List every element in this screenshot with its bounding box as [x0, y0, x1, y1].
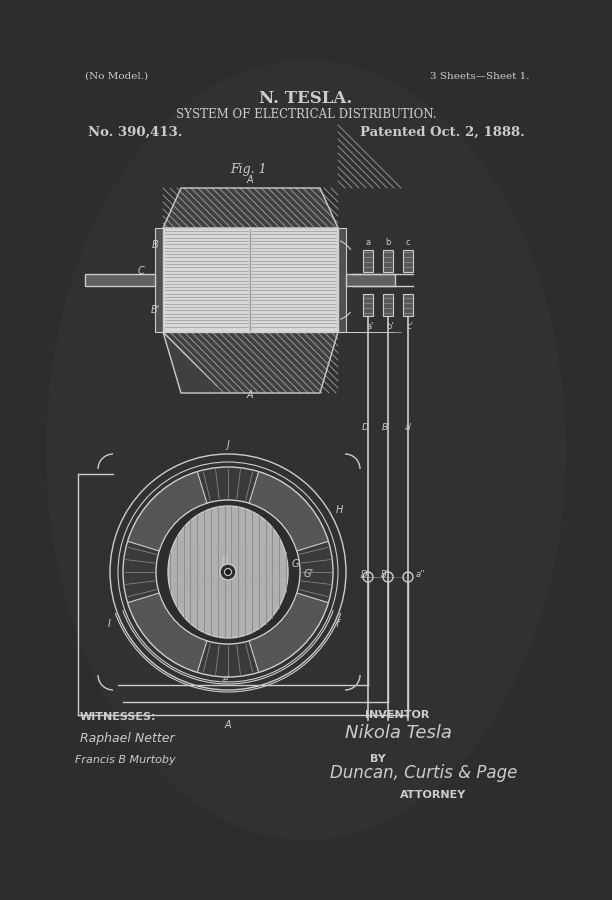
Text: a'': a'' [416, 570, 425, 579]
Polygon shape [163, 188, 338, 228]
Text: G': G' [304, 569, 314, 579]
Polygon shape [127, 472, 207, 551]
Text: a': a' [405, 423, 413, 432]
Circle shape [156, 500, 300, 644]
Text: SYSTEM OF ELECTRICAL DISTRIBUTION.: SYSTEM OF ELECTRICAL DISTRIBUTION. [176, 108, 436, 121]
Text: C: C [138, 266, 145, 276]
Text: f: f [335, 619, 338, 629]
Text: B': B' [151, 305, 160, 315]
Text: No. 390,413.: No. 390,413. [88, 126, 182, 139]
Bar [383, 250, 393, 272]
Polygon shape [163, 332, 338, 393]
Bar [403, 294, 413, 316]
Text: B: B [222, 556, 229, 566]
Text: WITNESSES:: WITNESSES: [80, 712, 157, 722]
Text: I: I [108, 619, 111, 629]
Bar [338, 228, 346, 332]
Text: ATTORNEY: ATTORNEY [400, 790, 466, 800]
Polygon shape [127, 593, 207, 672]
Text: B': B' [381, 570, 389, 579]
Text: a': a' [367, 322, 374, 331]
Text: e': e' [223, 675, 230, 684]
Text: Nikola Tesla: Nikola Tesla [345, 724, 452, 742]
Text: D': D' [361, 570, 370, 579]
Text: 3 Sheets—Sheet 1.: 3 Sheets—Sheet 1. [430, 72, 529, 81]
Text: B': B' [382, 423, 390, 432]
Text: D: D [362, 423, 369, 432]
Text: Patented Oct. 2, 1888.: Patented Oct. 2, 1888. [360, 126, 525, 139]
Polygon shape [249, 593, 329, 672]
Text: INVENTOR: INVENTOR [365, 710, 430, 720]
Polygon shape [85, 274, 155, 286]
Text: a: a [365, 238, 370, 247]
Text: c: c [406, 238, 410, 247]
Bar [155, 228, 163, 332]
Circle shape [123, 467, 333, 677]
Text: B: B [152, 240, 159, 250]
Text: c': c' [406, 322, 414, 331]
Text: A: A [247, 390, 253, 400]
Text: A: A [225, 720, 231, 730]
Circle shape [225, 569, 231, 575]
Bar [403, 250, 413, 272]
Text: J: J [226, 440, 230, 450]
Text: Fig. 1: Fig. 1 [230, 163, 266, 176]
Polygon shape [346, 274, 395, 286]
Text: N. TESLA.: N. TESLA. [259, 90, 353, 107]
Bar [383, 294, 393, 316]
Ellipse shape [168, 506, 288, 638]
Text: (No Model.): (No Model.) [85, 72, 148, 81]
Text: b': b' [386, 322, 394, 331]
Text: Raphael Netter: Raphael Netter [80, 732, 174, 745]
Text: BY: BY [370, 754, 386, 764]
Text: G: G [292, 559, 299, 569]
Ellipse shape [46, 60, 566, 840]
Polygon shape [249, 472, 329, 551]
Text: b: b [386, 238, 390, 247]
Bar [363, 250, 373, 272]
Text: H: H [336, 505, 343, 515]
Circle shape [220, 564, 236, 580]
Bar [163, 228, 338, 332]
Text: A: A [247, 175, 253, 185]
Text: Duncan, Curtis & Page: Duncan, Curtis & Page [330, 764, 517, 782]
Text: Francis B Murtoby: Francis B Murtoby [75, 755, 176, 765]
Bar [363, 294, 373, 316]
